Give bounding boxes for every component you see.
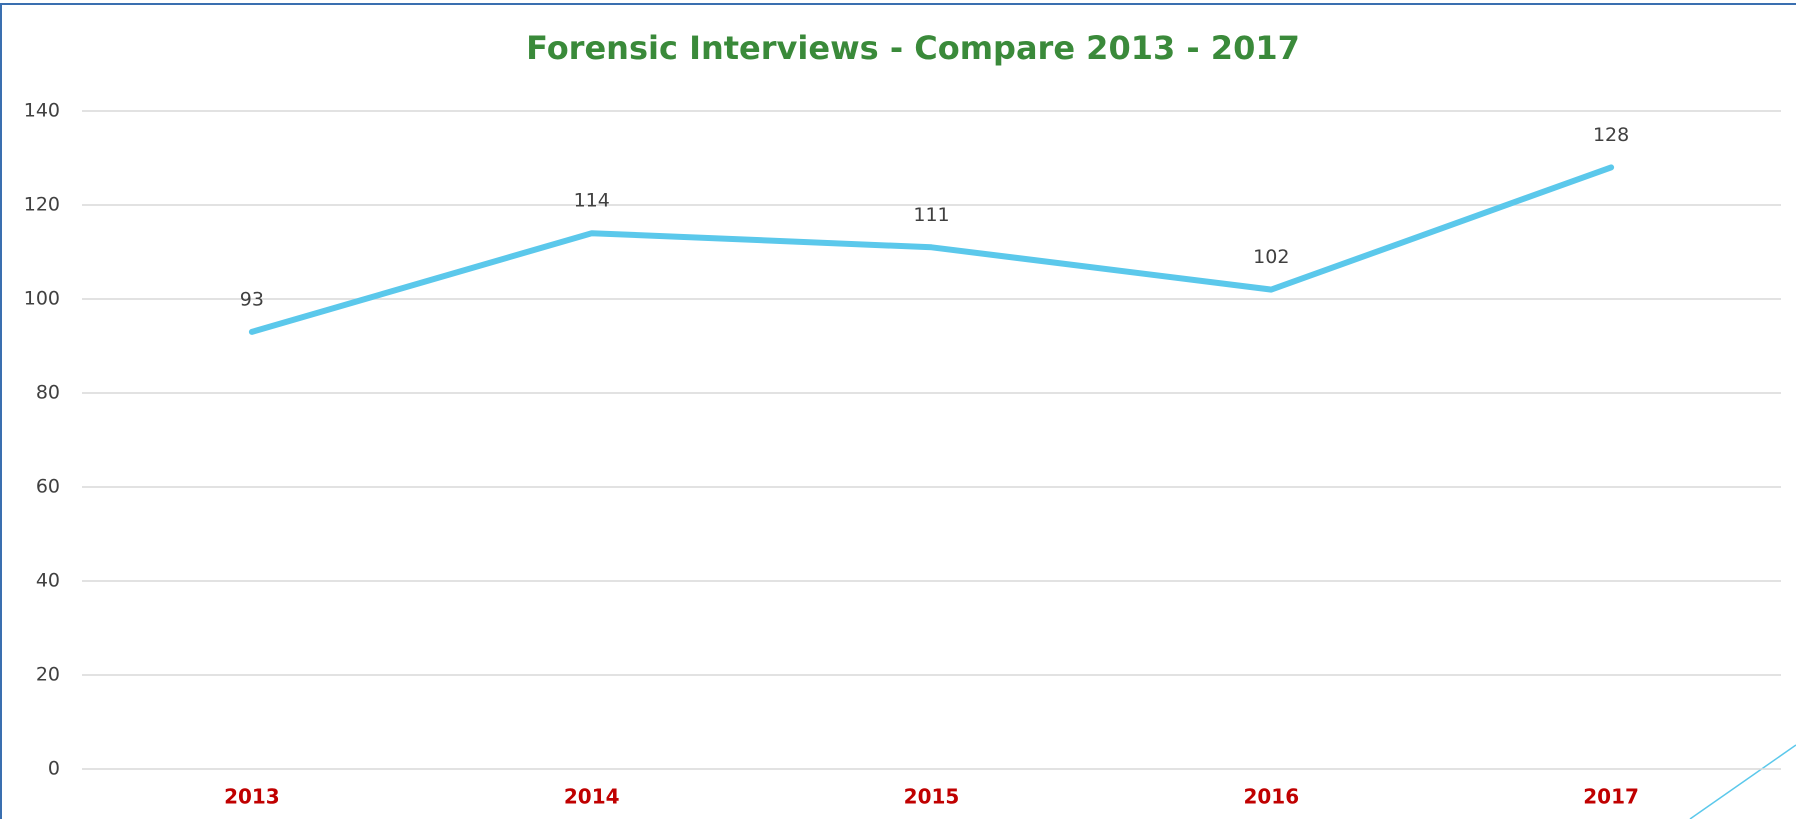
y-tick-label: 60	[36, 476, 60, 498]
data-label: 111	[913, 204, 949, 226]
x-tick-label: 2017	[1583, 785, 1639, 809]
y-tick-label: 120	[24, 194, 60, 216]
decoration	[1689, 744, 1796, 819]
y-tick-label: 100	[24, 288, 60, 310]
x-tick-label: 2014	[564, 785, 620, 809]
x-tick-label: 2016	[1243, 785, 1299, 809]
data-label: 102	[1253, 246, 1289, 268]
chart-title: Forensic Interviews - Compare 2013 - 201…	[526, 29, 1300, 67]
line	[248, 164, 1615, 335]
y-tick-label: 20	[36, 664, 60, 686]
data-label: 93	[240, 288, 264, 310]
y-tick-label: 140	[24, 100, 60, 122]
y-tick-label: 0	[48, 758, 60, 780]
x-tick-label: 2015	[904, 785, 960, 809]
y-tick-label: 40	[36, 570, 60, 592]
x-tick-label: 2013	[224, 785, 280, 809]
data-label: 114	[574, 190, 610, 212]
data-label: 128	[1593, 124, 1629, 146]
frame	[0, 3, 1796, 819]
y-tick-label: 80	[36, 382, 60, 404]
